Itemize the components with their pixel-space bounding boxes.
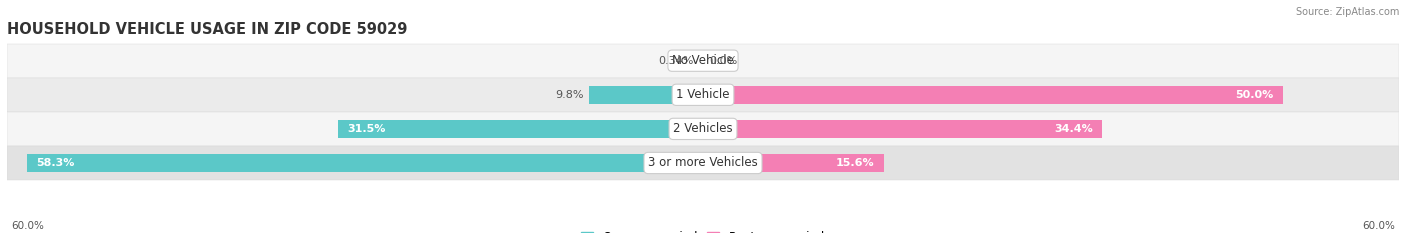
- Bar: [27, 154, 703, 172]
- Text: 60.0%: 60.0%: [1362, 221, 1395, 231]
- Text: 3 or more Vehicles: 3 or more Vehicles: [648, 157, 758, 169]
- Text: 1 Vehicle: 1 Vehicle: [676, 88, 730, 101]
- Text: 15.6%: 15.6%: [837, 158, 875, 168]
- Text: Source: ZipAtlas.com: Source: ZipAtlas.com: [1295, 7, 1399, 17]
- Bar: [703, 154, 884, 172]
- Text: 58.3%: 58.3%: [37, 158, 75, 168]
- Bar: [7, 146, 1399, 180]
- Text: 34.4%: 34.4%: [1054, 124, 1092, 134]
- Bar: [589, 86, 703, 104]
- Bar: [7, 112, 1399, 146]
- Text: HOUSEHOLD VEHICLE USAGE IN ZIP CODE 59029: HOUSEHOLD VEHICLE USAGE IN ZIP CODE 5902…: [7, 22, 408, 37]
- Text: No Vehicle: No Vehicle: [672, 54, 734, 67]
- Text: 9.8%: 9.8%: [555, 90, 583, 100]
- Text: 0.34%: 0.34%: [658, 56, 693, 66]
- Bar: [703, 86, 1282, 104]
- Bar: [703, 120, 1102, 138]
- Bar: [7, 78, 1399, 112]
- Text: 2 Vehicles: 2 Vehicles: [673, 122, 733, 135]
- Bar: [337, 120, 703, 138]
- Text: 31.5%: 31.5%: [347, 124, 385, 134]
- Text: 60.0%: 60.0%: [11, 221, 44, 231]
- Text: 0.0%: 0.0%: [709, 56, 737, 66]
- Legend: Owner-occupied, Renter-occupied: Owner-occupied, Renter-occupied: [576, 226, 830, 233]
- Text: 50.0%: 50.0%: [1236, 90, 1274, 100]
- Bar: [7, 44, 1399, 78]
- Bar: [699, 52, 703, 70]
